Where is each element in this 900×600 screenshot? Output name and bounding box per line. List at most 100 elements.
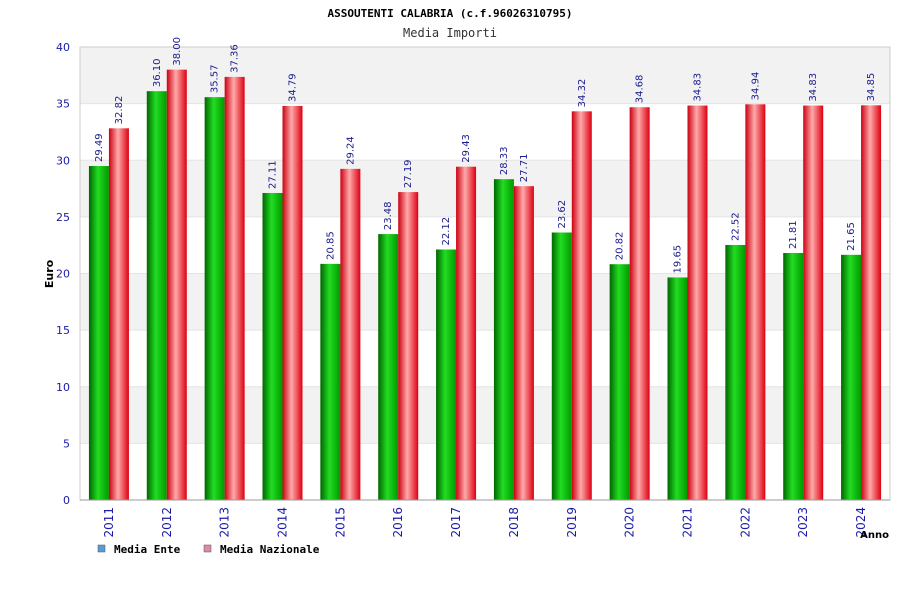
y-tick-label: 35	[56, 98, 70, 111]
x-tick-label: 2022	[738, 507, 752, 538]
y-tick-labels: 0 5 10 15 20 25 30 35 40	[56, 41, 70, 507]
bar-media-nazionale	[108, 128, 129, 500]
bar-media-nazionale	[629, 107, 650, 501]
x-tick-label: 2024	[854, 507, 868, 538]
legend-label-media-ente: Media Ente	[114, 543, 181, 556]
data-label: 29.43	[461, 134, 472, 163]
y-axis-label: Euro	[43, 259, 56, 288]
grid-band	[80, 330, 890, 387]
data-label: 27.71	[519, 154, 530, 183]
chart-title: ASSOUTENTI CALABRIA (c.f.96026310795)	[327, 7, 572, 20]
bar-media-ente	[725, 244, 746, 500]
data-label: 34.32	[577, 79, 588, 108]
bar-media-nazionale	[571, 111, 592, 501]
data-label: 27.19	[403, 159, 414, 188]
bar-media-nazionale	[166, 69, 187, 501]
x-axis-label: Anno	[860, 530, 889, 541]
bar-media-ente	[493, 179, 514, 500]
data-label: 34.85	[866, 73, 877, 102]
y-tick-label: 10	[56, 381, 70, 394]
data-label: 37.36	[230, 44, 241, 73]
bar-media-nazionale	[745, 104, 766, 500]
data-label: 34.79	[288, 73, 299, 102]
data-label: 21.81	[788, 220, 799, 249]
data-label: 21.65	[846, 222, 857, 251]
bar-media-nazionale	[224, 76, 245, 500]
x-tick-label: 2019	[565, 507, 579, 538]
data-label: 29.49	[94, 133, 105, 162]
y-tick-label: 5	[63, 437, 70, 450]
data-label: 20.82	[615, 232, 626, 261]
legend: Media Ente Media Nazionale	[97, 543, 320, 556]
data-label: 36.10	[152, 59, 163, 88]
data-label: 20.85	[325, 231, 336, 260]
data-label: 22.52	[730, 212, 741, 241]
legend-swatch-media-nazionale	[203, 544, 212, 553]
y-tick-label: 0	[63, 494, 70, 507]
y-tick-label: 25	[56, 211, 70, 224]
y-tick-label: 40	[56, 41, 70, 54]
bar-media-ente	[783, 253, 804, 500]
bar-media-ente	[841, 254, 862, 500]
x-tick-label: 2011	[102, 507, 116, 538]
bar-media-ente	[88, 166, 109, 500]
bar-media-ente	[146, 91, 167, 500]
data-label: 22.12	[441, 217, 452, 246]
x-tick-label: 2016	[391, 507, 405, 538]
grid-band	[80, 47, 890, 104]
x-tick-label: 2014	[276, 507, 290, 538]
grid-band	[80, 273, 890, 331]
x-tick-label: 2021	[681, 507, 695, 538]
chart-subtitle: Media Importi	[403, 26, 497, 40]
data-label: 34.94	[750, 72, 761, 101]
bar-media-ente	[551, 232, 572, 501]
data-label: 28.33	[499, 147, 510, 176]
bar-media-ente	[667, 277, 688, 500]
bar-media-nazionale	[398, 192, 419, 501]
bar-media-ente	[609, 264, 630, 500]
grid-band	[80, 386, 890, 444]
data-label: 23.62	[557, 200, 568, 229]
bar-media-ente	[320, 263, 341, 500]
data-label: 19.65	[673, 245, 684, 274]
bar-media-nazionale	[687, 105, 708, 501]
data-label: 23.48	[383, 201, 394, 230]
y-tick-label: 15	[56, 324, 70, 337]
y-tick-label: 20	[56, 268, 70, 281]
data-labels: 29.49 32.82 36.10 38.00 35.57 37.36 27.11 34.79…	[94, 37, 877, 273]
legend-label-media-nazionale: Media Nazionale	[220, 543, 320, 556]
y-tick-label: 30	[56, 154, 70, 167]
bar-media-nazionale	[803, 105, 824, 501]
bar-media-nazionale	[282, 106, 303, 501]
data-label: 27.11	[268, 160, 279, 189]
data-label: 35.57	[210, 65, 221, 94]
x-tick-label: 2012	[160, 507, 174, 538]
data-label: 32.82	[114, 96, 125, 125]
bars	[88, 69, 882, 501]
bar-media-ente	[378, 234, 399, 501]
data-label: 34.83	[808, 73, 819, 102]
bar-media-nazionale	[456, 166, 477, 500]
bar-media-ente	[204, 97, 225, 501]
data-label: 34.83	[693, 73, 704, 102]
grid-band	[80, 103, 890, 161]
x-tick-label: 2013	[218, 507, 232, 538]
grid-band	[80, 443, 890, 500]
bar-media-ente	[436, 249, 457, 500]
legend-swatch-media-ente	[97, 544, 106, 553]
x-tick-labels: 2011 2012 2013 2014 2015 2016 2017 2018 2019 2020…	[102, 507, 868, 538]
bar-media-nazionale	[340, 168, 361, 500]
data-label: 34.68	[635, 75, 646, 104]
grid-band	[80, 160, 890, 217]
bar-media-ente	[262, 192, 283, 500]
x-tick-label: 2018	[507, 507, 521, 538]
bar-media-nazionale	[513, 186, 534, 500]
x-tick-label: 2023	[796, 507, 810, 538]
x-tick-label: 2017	[449, 507, 463, 538]
data-label: 38.00	[172, 37, 183, 66]
x-tick-label: 2015	[333, 507, 347, 538]
x-tick-label: 2020	[623, 507, 637, 538]
plot-area: 29.49 32.82 36.10 38.00 35.57 37.36 27.11 34.79…	[79, 37, 891, 501]
data-label: 29.24	[345, 136, 356, 165]
